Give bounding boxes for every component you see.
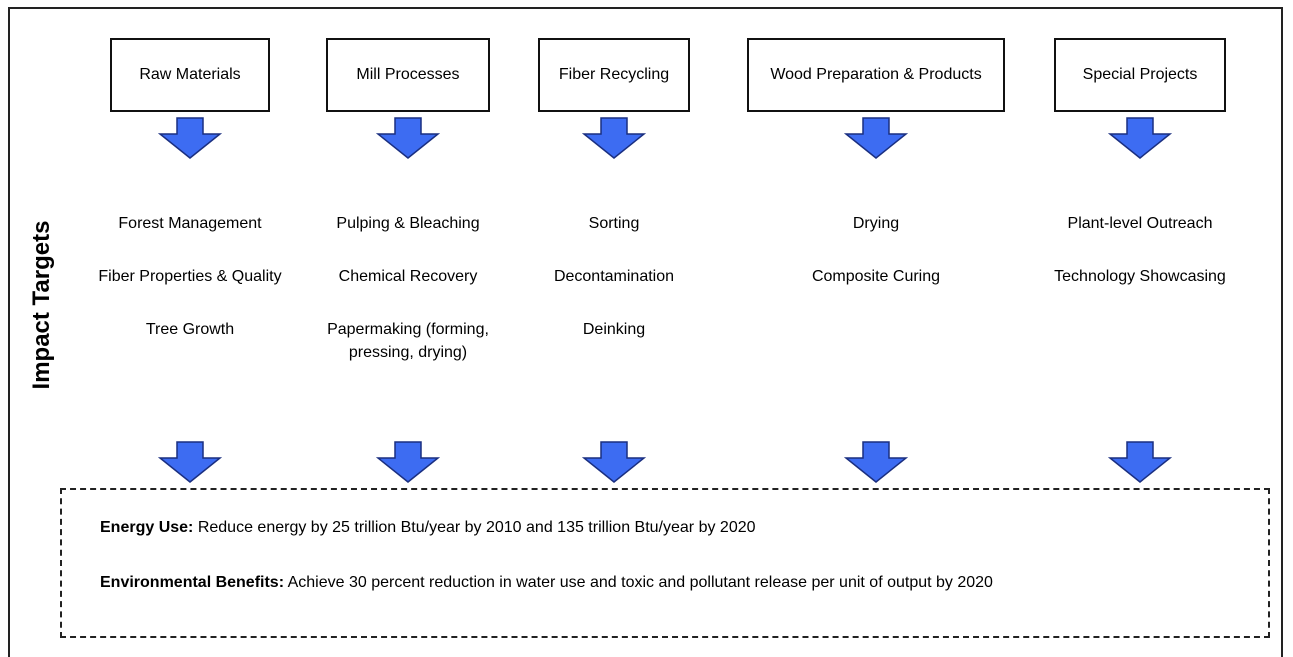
column-title: Mill Processes [326,38,490,112]
item-list: Drying Composite Curing [781,212,971,318]
target: Energy Use: Reduce energy by 25 trillion… [100,516,1160,539]
frame [8,7,1283,657]
arrow [157,117,223,159]
targets-box [60,488,1270,638]
item-list: Forest Management Fiber Properties & Qual… [95,212,285,371]
arrow [375,117,441,159]
item: Sorting [588,215,640,232]
item: Plant-level Outreach [1067,215,1213,232]
item: Composite Curing [811,268,941,285]
column-title: Fiber Recycling [538,38,690,112]
item: Papermaking (forming, pressing, drying) [327,321,489,361]
target-text: Reduce energy by 25 trillion Btu/year by… [197,519,756,536]
item: Tree Growth [145,321,235,338]
item: Decontamination [553,268,675,285]
item: Deinking [582,321,646,338]
item: Technology Showcasing [1054,268,1226,285]
arrow [1107,441,1173,483]
arrow [1107,117,1173,159]
item: Drying [852,215,900,232]
item: Forest Management [118,215,262,232]
column-title: Special Projects [1054,38,1226,112]
item: Chemical Recovery [338,268,478,285]
target-label: Energy Use: [100,519,194,536]
target-label: Environmental Benefits: [100,574,285,591]
arrow [375,441,441,483]
target-text: Achieve 30 percent reduction in water us… [287,574,993,591]
arrow [843,441,909,483]
arrow [581,117,647,159]
item-list: Plant-level Outreach Technology Showcasin… [1045,212,1235,318]
target: Environmental Benefits: Achieve 30 perce… [100,571,1160,594]
item-list: Sorting Decontamination Deinking [519,212,709,371]
arrow [581,441,647,483]
arrow [157,441,223,483]
item: Pulping & Bleaching [336,215,480,232]
item: Fiber Properties & Quality [98,268,282,285]
item-list: Pulping & Bleaching Chemical Recovery Pape… [313,212,503,394]
arrow [843,117,909,159]
column-title: Raw Materials [110,38,270,112]
column-title: Wood Preparation & Products [747,38,1005,112]
